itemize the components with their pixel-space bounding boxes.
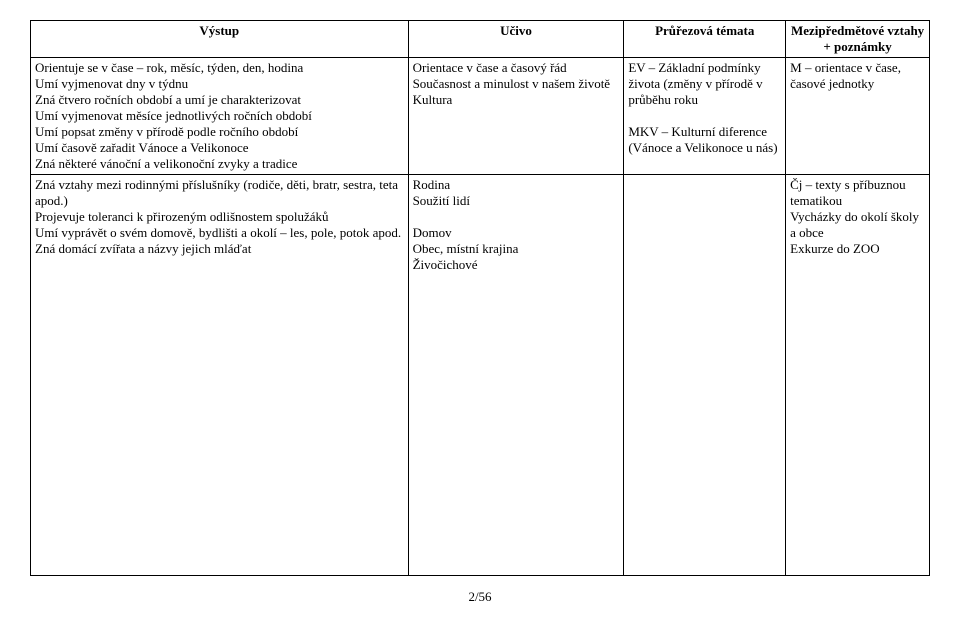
curriculum-table: Výstup Učivo Průřezová témata Mezipředmě… — [30, 20, 930, 576]
header-vztahy: Mezipředmětové vztahy + poznámky — [786, 21, 930, 58]
cell-vztahy: Čj – texty s příbuznou tematikouVycházky… — [786, 175, 930, 276]
cell-ucivo: Orientace v čase a časový řádSoučasnost … — [408, 58, 624, 175]
cell-vztahy: M – orientace v čase, časové jednotky — [786, 58, 930, 175]
cell-ucivo: RodinaSoužití lidíDomovObec, místní kraj… — [408, 175, 624, 276]
empty-cell — [408, 275, 624, 575]
table-row-empty — [31, 275, 930, 575]
header-temata: Průřezová témata — [624, 21, 786, 58]
header-ucivo: Učivo — [408, 21, 624, 58]
cell-temata — [624, 175, 786, 276]
empty-cell — [786, 275, 930, 575]
empty-cell — [31, 275, 409, 575]
cell-vystup: Orientuje se v čase – rok, měsíc, týden,… — [31, 58, 409, 175]
cell-temata: EV – Základní podmínky života (změny v p… — [624, 58, 786, 175]
table-header-row: Výstup Učivo Průřezová témata Mezipředmě… — [31, 21, 930, 58]
table-row: Orientuje se v čase – rok, měsíc, týden,… — [31, 58, 930, 175]
empty-cell — [624, 275, 786, 575]
header-vystup: Výstup — [31, 21, 409, 58]
page-number: 2/56 — [0, 589, 960, 605]
table-row: Zná vztahy mezi rodinnými příslušníky (r… — [31, 175, 930, 276]
cell-vystup: Zná vztahy mezi rodinnými příslušníky (r… — [31, 175, 409, 276]
